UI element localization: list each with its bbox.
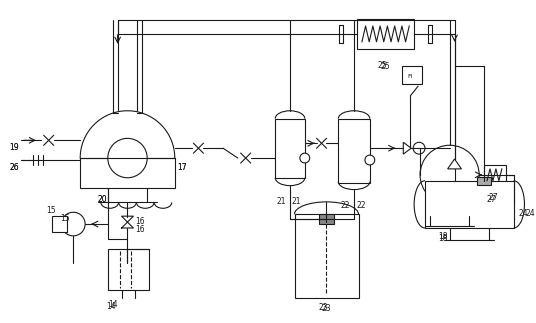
Text: 15: 15 xyxy=(61,214,70,223)
Text: 27: 27 xyxy=(488,193,497,202)
Bar xyxy=(403,67,422,84)
Bar xyxy=(108,249,149,290)
Bar xyxy=(484,165,506,185)
Text: FI: FI xyxy=(407,74,413,79)
Text: 23: 23 xyxy=(322,304,331,313)
Text: 26: 26 xyxy=(9,163,19,172)
Circle shape xyxy=(413,142,425,154)
Text: 19: 19 xyxy=(9,143,19,152)
Bar xyxy=(295,214,359,298)
Bar xyxy=(276,119,305,178)
Circle shape xyxy=(420,145,479,204)
Bar xyxy=(80,158,175,188)
Text: 20: 20 xyxy=(98,195,108,204)
Bar xyxy=(477,177,491,185)
Bar xyxy=(318,214,334,224)
Text: 27: 27 xyxy=(486,194,496,203)
Text: 26: 26 xyxy=(9,163,19,172)
Bar xyxy=(51,216,68,232)
Text: 16: 16 xyxy=(136,217,145,226)
Text: 21: 21 xyxy=(292,197,301,206)
Text: 25: 25 xyxy=(381,62,390,71)
Text: 24: 24 xyxy=(525,209,535,218)
Text: 23: 23 xyxy=(318,303,328,312)
Polygon shape xyxy=(448,159,461,169)
Circle shape xyxy=(365,155,375,165)
Text: 16: 16 xyxy=(136,225,145,234)
Text: 24: 24 xyxy=(518,209,528,218)
Text: 15: 15 xyxy=(46,206,55,215)
Bar xyxy=(435,204,464,216)
Circle shape xyxy=(108,138,147,178)
Text: 18: 18 xyxy=(438,232,447,241)
Bar xyxy=(425,181,513,228)
Text: 14: 14 xyxy=(108,300,117,309)
Circle shape xyxy=(62,212,85,236)
Text: 25: 25 xyxy=(378,60,388,69)
Text: 22: 22 xyxy=(356,202,366,210)
Text: 17: 17 xyxy=(177,163,187,172)
Text: 21: 21 xyxy=(276,197,286,206)
Polygon shape xyxy=(403,142,411,154)
Bar xyxy=(357,19,414,49)
Text: 14: 14 xyxy=(106,302,115,311)
Text: 19: 19 xyxy=(9,143,19,152)
Bar xyxy=(338,119,370,183)
Text: 17: 17 xyxy=(177,163,187,172)
Circle shape xyxy=(300,153,310,163)
Text: 18: 18 xyxy=(438,234,447,243)
Text: 22: 22 xyxy=(340,202,350,210)
Text: 20: 20 xyxy=(98,195,108,204)
